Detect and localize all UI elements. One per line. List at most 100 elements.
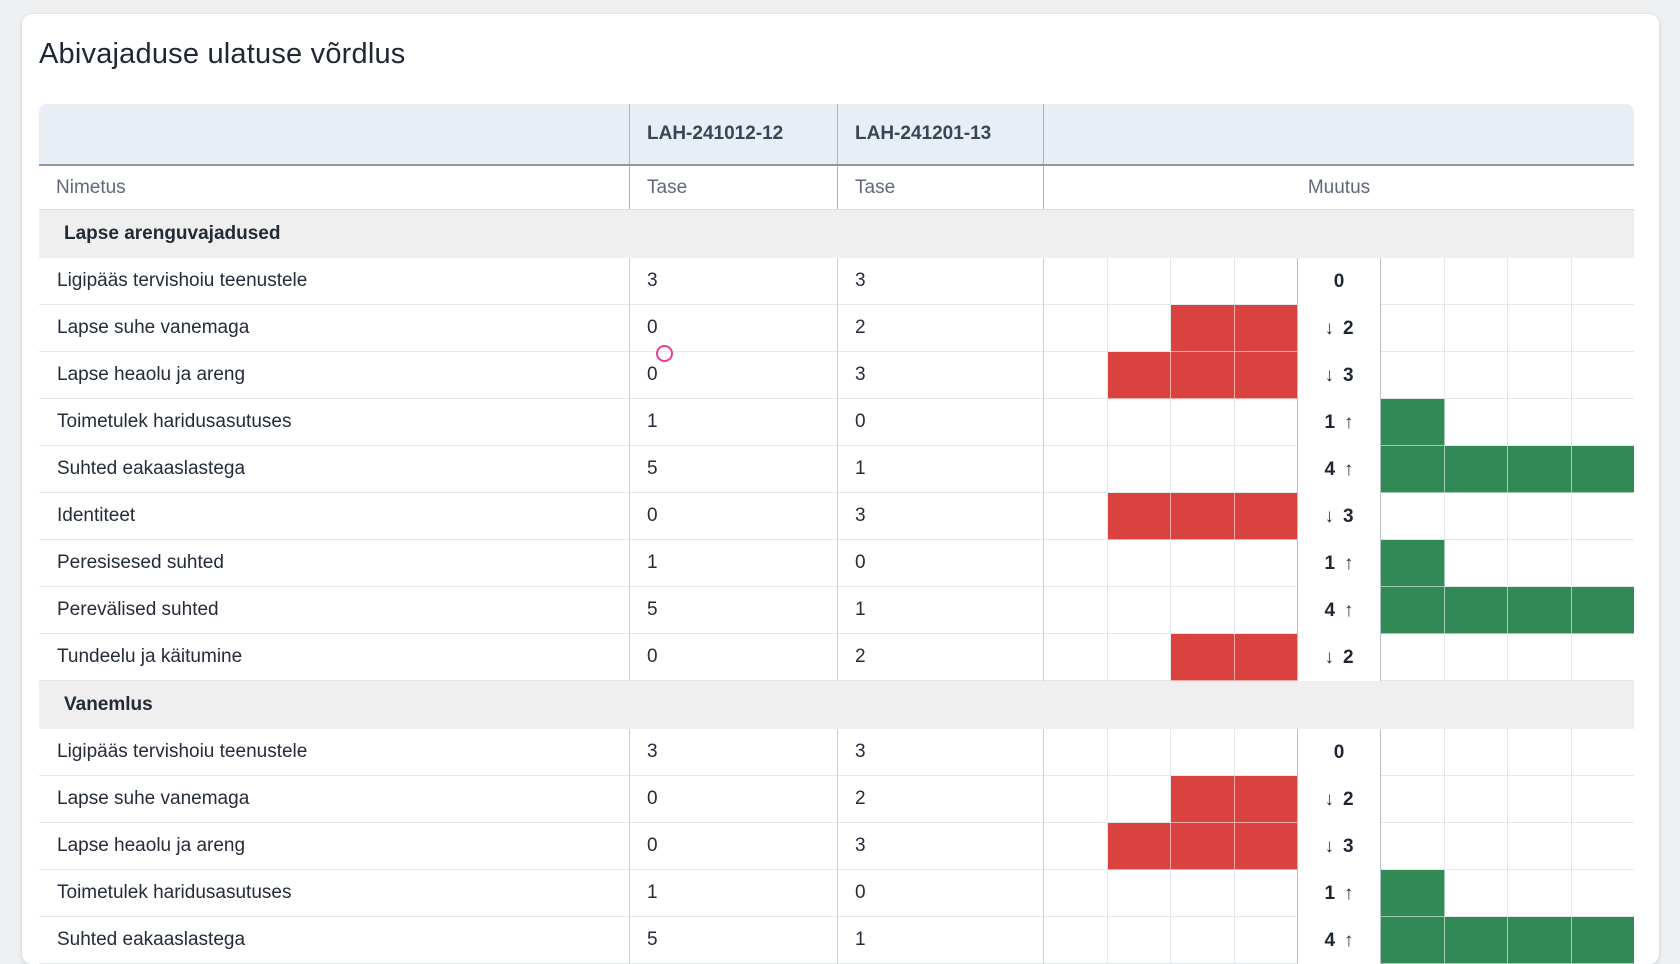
change-bar-positive-cell <box>1571 399 1634 446</box>
change-bar-positive-cell <box>1444 823 1508 870</box>
change-number: 2 <box>1342 788 1354 810</box>
change-bar-positive-cell <box>1508 540 1572 587</box>
change-bar-positive-grid <box>1381 587 1634 634</box>
row-label: Ligipääs tervishoiu teenustele <box>39 258 629 305</box>
change-bar-negative-cell <box>1171 587 1235 634</box>
change-bar-negative-cell <box>1171 305 1235 352</box>
change-bar-positive-cell <box>1508 446 1572 493</box>
change-bar-positive-cell <box>1571 258 1634 305</box>
change-bar-negative-cell <box>1234 917 1297 964</box>
change-bar-negative-cell <box>1107 634 1171 681</box>
change-bar-negative-cell <box>1044 540 1108 587</box>
table-row: Lapse heaolu ja areng 0 3 ↓ 3 <box>39 352 1634 399</box>
change-cell: 0 <box>1043 729 1634 776</box>
change-bar-negative-grid <box>1044 729 1297 776</box>
level-value-1: 0 <box>629 352 837 399</box>
change-bar-positive-cell <box>1571 493 1634 540</box>
row-label: Peresisesed suhted <box>39 540 629 587</box>
up-arrow-icon: ↑ <box>1344 458 1354 480</box>
table-row: Lapse suhe vanemaga 0 2 ↓ 2 <box>39 305 1634 352</box>
up-arrow-icon: ↑ <box>1344 411 1354 433</box>
change-bar-negative-cell <box>1044 823 1108 870</box>
change-bar-positive-cell <box>1444 399 1508 446</box>
change-bar-positive-cell <box>1381 729 1445 776</box>
level-value-2: 0 <box>837 399 1043 446</box>
change-bar-negative-cell <box>1171 870 1235 917</box>
change-cell: 1 ↑ <box>1043 540 1634 587</box>
change-bar-negative-cell <box>1171 917 1235 964</box>
change-bar-positive-cell <box>1508 493 1572 540</box>
change-bar-negative-cell <box>1107 823 1171 870</box>
change-cell: ↓ 3 <box>1043 493 1634 540</box>
change-bar-positive-cell <box>1571 305 1634 352</box>
level-value-2: 2 <box>837 305 1043 352</box>
change-bar-positive-cell <box>1508 634 1572 681</box>
change-bar-positive-cell <box>1444 634 1508 681</box>
change-bar-negative-grid <box>1044 776 1297 823</box>
change-bar-positive-cell <box>1571 540 1634 587</box>
level-value-2: 3 <box>837 258 1043 305</box>
change-bar-negative-grid <box>1044 493 1297 540</box>
change-bar-positive-cell <box>1381 634 1445 681</box>
comparison-table: LAH-241012-12 LAH-241201-13 Nimetus Tase… <box>39 104 1634 964</box>
header-empty-cell <box>39 104 629 164</box>
level-value-1: 3 <box>629 258 837 305</box>
table-row: Perevälised suhted 5 1 4 ↑ <box>39 587 1634 634</box>
level-value-1: 0 <box>629 634 837 681</box>
change-bar-positive-cell <box>1444 870 1508 917</box>
level-value-1: 5 <box>629 587 837 634</box>
table-row: Peresisesed suhted 1 0 1 ↑ <box>39 540 1634 587</box>
change-bar-positive-cell <box>1381 258 1445 305</box>
change-bar-positive-grid <box>1381 446 1634 493</box>
change-bar-positive-grid <box>1381 493 1634 540</box>
change-bar-negative-cell <box>1234 399 1297 446</box>
assessment-1-header: LAH-241012-12 <box>629 104 837 164</box>
change-value: 1 ↑ <box>1297 870 1381 917</box>
row-label: Lapse heaolu ja areng <box>39 823 629 870</box>
change-bar-positive-cell <box>1571 870 1634 917</box>
change-number: 3 <box>1342 505 1354 527</box>
change-number: 1 <box>1324 882 1336 904</box>
row-label: Toimetulek haridusasutuses <box>39 870 629 917</box>
change-bar-negative-grid <box>1044 634 1297 681</box>
change-bar-positive-cell <box>1444 493 1508 540</box>
change-value: 0 <box>1297 258 1381 305</box>
change-bar-positive-cell <box>1508 305 1572 352</box>
change-bar-positive-cell <box>1381 870 1445 917</box>
change-bar-negative-cell <box>1234 823 1297 870</box>
change-cell: 1 ↑ <box>1043 399 1634 446</box>
change-bar-negative-cell <box>1107 776 1171 823</box>
change-bar-positive-cell <box>1571 823 1634 870</box>
click-indicator-icon <box>656 345 673 362</box>
change-bar-negative-cell <box>1107 399 1171 446</box>
change-cell: ↓ 2 <box>1043 634 1634 681</box>
change-bar-negative-cell <box>1107 729 1171 776</box>
table-row: Ligipääs tervishoiu teenustele 3 3 0 <box>39 729 1634 776</box>
change-bar-negative-cell <box>1234 352 1297 399</box>
change-bar-negative-cell <box>1171 776 1235 823</box>
level-value-2: 1 <box>837 587 1043 634</box>
change-value: 1 ↑ <box>1297 540 1381 587</box>
level-value-2: 1 <box>837 917 1043 964</box>
table-row: Lapse heaolu ja areng 0 3 ↓ 3 <box>39 823 1634 870</box>
change-bar-positive-cell <box>1508 587 1572 634</box>
change-value: 4 ↑ <box>1297 446 1381 493</box>
change-bar-positive-grid <box>1381 258 1634 305</box>
change-bar-negative-cell <box>1171 493 1235 540</box>
change-bar-positive-cell <box>1571 352 1634 399</box>
row-label: Tundeelu ja käitumine <box>39 634 629 681</box>
change-value: ↓ 3 <box>1297 823 1381 870</box>
table-row: Lapse suhe vanemaga 0 2 ↓ 2 <box>39 776 1634 823</box>
level-value-2: 0 <box>837 870 1043 917</box>
change-value: ↓ 2 <box>1297 634 1381 681</box>
change-bar-positive-grid <box>1381 917 1634 964</box>
change-bar-positive-cell <box>1381 305 1445 352</box>
change-bar-negative-grid <box>1044 917 1297 964</box>
assessment-2-header: LAH-241201-13 <box>837 104 1043 164</box>
change-bar-negative-grid <box>1044 399 1297 446</box>
change-bar-positive-cell <box>1571 729 1634 776</box>
change-bar-negative-cell <box>1044 587 1108 634</box>
change-number: 4 <box>1324 458 1336 480</box>
change-bar-positive-cell <box>1571 917 1634 964</box>
change-cell: ↓ 3 <box>1043 352 1634 399</box>
